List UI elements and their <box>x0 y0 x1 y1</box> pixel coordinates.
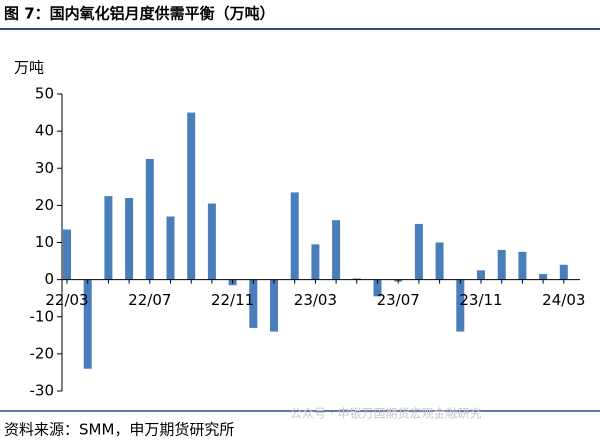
x-tick-label: 23/03 <box>294 291 337 309</box>
bar <box>249 279 258 328</box>
x-tick-label: 23/07 <box>377 291 420 309</box>
bar <box>270 279 278 332</box>
bar <box>352 278 361 280</box>
chart-title: 图 7：国内氧化铝月度供需平衡（万吨） <box>4 5 275 23</box>
y-tick-label: 0 <box>44 270 54 288</box>
bar <box>539 274 548 280</box>
x-tick-label: 22/07 <box>128 291 171 309</box>
y-tick-label: 20 <box>35 196 54 214</box>
bar <box>497 249 506 280</box>
bar <box>104 196 113 280</box>
bar <box>414 223 423 280</box>
source-note: 资料来源：SMM，申万期货研究所 <box>4 421 234 439</box>
bar <box>477 270 485 280</box>
x-tick-label: 22/03 <box>45 291 88 309</box>
bar <box>456 279 465 332</box>
watermark: 公众号 · 申银万国期货宏观金融研究 <box>290 406 481 421</box>
bar <box>311 244 320 280</box>
y-tick-label: -10 <box>30 307 55 325</box>
bar <box>207 203 216 280</box>
bar <box>125 197 134 280</box>
bar <box>518 251 527 280</box>
bar <box>559 264 568 280</box>
y-axis-label: 万吨 <box>14 59 44 77</box>
bar <box>166 216 175 280</box>
bar <box>290 192 299 280</box>
y-tick-label: -30 <box>30 382 55 400</box>
y-tick-label: 40 <box>35 122 54 140</box>
x-tick-label: 23/11 <box>459 291 502 309</box>
bar <box>63 229 71 280</box>
y-tick-label: -20 <box>30 344 55 362</box>
y-tick-label: 50 <box>35 85 54 103</box>
bar <box>373 279 382 297</box>
bar <box>435 242 444 280</box>
y-tick-label: 30 <box>35 159 54 177</box>
x-tick-label: 22/11 <box>211 291 254 309</box>
bar <box>145 158 154 280</box>
bar <box>332 220 341 280</box>
bar <box>187 112 196 280</box>
bar <box>83 279 92 369</box>
x-tick-label: 24/03 <box>542 291 585 309</box>
y-tick-label: 10 <box>35 233 54 251</box>
